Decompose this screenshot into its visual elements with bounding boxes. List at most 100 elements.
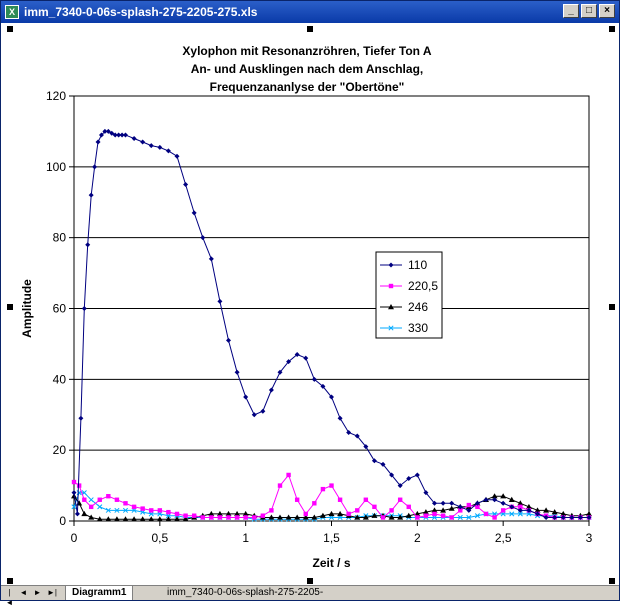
data-point-stroke [114,507,120,513]
data-point [105,507,111,513]
legend-swatch-marker [388,304,394,310]
tab-diagramm1[interactable]: Diagramm1 [65,586,134,600]
minimize-button[interactable]: _ [563,4,579,18]
data-point [71,504,77,510]
data-point [174,153,180,159]
data-point [114,497,120,502]
data-point-stroke [474,513,480,519]
data-point [226,337,231,343]
data-point [294,352,300,358]
selection-handle-mr[interactable] [609,304,615,310]
data-point [174,516,180,522]
data-point [140,139,146,145]
data-point [191,210,197,216]
data-point [354,433,360,439]
window-title: imm_7340-0-06s-splash-275-2205-275.xls [24,5,258,19]
selection-handle-br[interactable] [609,578,615,584]
data-point [114,507,120,513]
data-point [525,503,532,510]
data-point-stroke [97,504,103,510]
maximize-button[interactable]: □ [581,4,597,18]
data-point [380,515,386,520]
data-point [372,504,377,510]
series-line [73,130,589,518]
data-point [302,514,309,520]
selection-handle-ml[interactable] [7,304,13,310]
data-point [234,510,241,517]
chart-legend[interactable]: 110 220,5 246 330 [375,251,443,339]
data-point [303,355,309,361]
data-point [449,500,455,506]
chart-title-line: Xylophon mit Resonanzröhren, Tiefer Ton … [182,44,431,58]
sheet-tab-bar: |◄ ◄ ► ►| Diagramm1 imm_7340-0-06s-splas… [1,585,619,607]
data-point [106,494,111,499]
data-point [577,514,583,520]
data-point [311,514,318,520]
data-point [380,461,386,467]
data-point [311,376,317,382]
chart-sheet[interactable]: Xylophon mit Resonanzröhren, Tiefer Ton … [1,23,619,585]
chart-title-line: An- und Ausklingen nach dem Anschlag, [191,62,423,76]
x-axis-label[interactable]: Zeit / s [312,556,350,570]
data-point [440,500,446,506]
x-tick-label: 0 [71,531,78,545]
data-point [466,507,472,513]
data-point [183,513,188,518]
selection-handle-tm[interactable] [307,26,313,32]
data-point [414,510,421,517]
y-axis-label[interactable]: Amplitude [20,279,34,338]
series-110[interactable] [71,128,592,520]
data-point [242,510,249,517]
data-point [492,497,498,503]
data-point [139,516,146,522]
data-point [209,515,214,520]
chart-series[interactable] [71,128,592,522]
data-point [423,490,429,496]
data-point [95,139,101,145]
data-point [208,256,214,262]
data-point [551,509,558,515]
data-point [225,510,232,517]
chart-svg[interactable]: Xylophon mit Resonanzröhren, Tiefer Ton … [1,23,619,585]
next-sheet-icon[interactable]: ► [33,588,42,597]
data-point [268,387,274,393]
excel-app-icon[interactable]: X [5,5,19,19]
last-sheet-icon[interactable]: ►| [47,588,57,597]
prev-sheet-icon[interactable]: ◄ [19,588,28,597]
first-sheet-icon[interactable]: |◄ [5,588,14,607]
selection-handle-tr[interactable] [609,26,615,32]
series-line [73,492,589,520]
close-button[interactable]: × [599,4,615,18]
data-point [88,514,95,520]
data-point [113,516,120,522]
selection-handle-bm[interactable] [307,578,313,584]
data-point [328,510,335,517]
data-point [466,502,472,508]
data-point [243,515,248,520]
selection-handle-tl[interactable] [7,26,13,32]
chart-axes: 0 20 40 60 80 100 120 0 0,5 1 1,5 2 2,5 3 Zeit / s Ampl… [20,89,593,570]
data-point [166,509,171,515]
tab-data-sheet[interactable]: imm_7340-0-06s-splash-275-2205- [161,586,330,600]
data-point [96,516,103,522]
data-point [71,490,77,496]
title-bar[interactable]: X imm_7340-0-06s-splash-275-2205-275.xls… [1,1,619,23]
data-point [431,507,438,513]
data-point [319,512,326,518]
chart-title[interactable]: Xylophon mit Resonanzröhren, Tiefer Ton … [182,44,431,94]
data-point [123,132,128,138]
x-tick-label: 2 [414,531,421,545]
data-point [97,504,103,510]
data-point [517,500,524,506]
data-point [320,383,326,389]
selection-handle-bl[interactable] [7,578,13,584]
y-tick-label: 0 [59,514,66,528]
series-246[interactable] [71,493,592,522]
data-point [509,504,515,510]
legend-box[interactable] [375,251,443,339]
data-point [165,516,172,522]
data-point [131,516,138,522]
legend-swatch-marker-stroke [388,325,394,331]
data-point [116,132,122,138]
